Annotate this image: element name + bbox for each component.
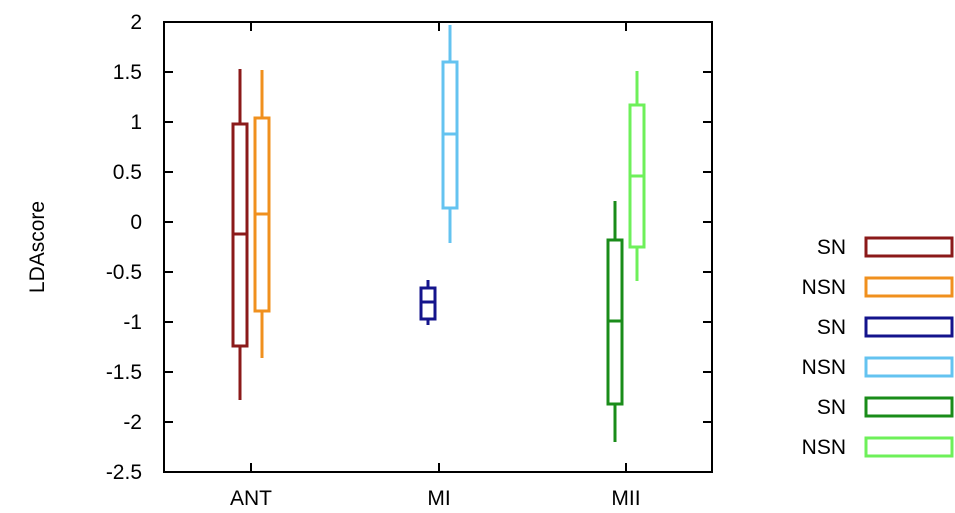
y-tick-label: -1 (123, 311, 142, 334)
legend-swatch (864, 436, 954, 458)
y-tick-label: 0.5 (113, 161, 142, 184)
legend-label: SN (817, 396, 846, 419)
legend-label: NSN (802, 356, 846, 379)
box-mi-nsn (441, 25, 459, 243)
box-mii-nsn (628, 71, 646, 281)
box-ant-nsn (253, 70, 271, 358)
x-tick-label: MI (427, 487, 450, 510)
y-tick-label: 1.5 (113, 61, 142, 84)
box-mii-sn (606, 201, 624, 442)
legend-swatch (864, 316, 954, 338)
legend-label: SN (817, 236, 846, 259)
y-tick-label: -2 (123, 411, 142, 434)
y-tick-label: -0.5 (106, 261, 142, 284)
y-tick-label: 2 (130, 11, 142, 34)
legend-label: NSN (802, 276, 846, 299)
x-tick-label: ANT (230, 487, 272, 510)
x-tick-label: MII (611, 487, 640, 510)
legend: SN NSN SN NSN SN NSN (802, 236, 954, 459)
box-series (231, 25, 646, 442)
y-tick-label: 1 (130, 111, 142, 134)
y-axis: -2.5 -2 -1.5 -1 -0.5 0 0.5 1 1.5 2 (106, 11, 712, 484)
y-tick-label: -2.5 (106, 461, 142, 484)
legend-label: NSN (802, 436, 846, 459)
box-mi-sn (419, 280, 437, 325)
y-axis-label: LDAscore (26, 201, 49, 293)
y-tick-label: 0 (130, 211, 142, 234)
legend-swatch (864, 276, 954, 298)
legend-label: SN (817, 316, 846, 339)
legend-swatch (864, 236, 954, 258)
legend-swatch (864, 356, 954, 378)
legend-swatch (864, 396, 954, 418)
box-ant-sn (231, 69, 249, 400)
x-axis: ANT MI MII (230, 22, 641, 510)
y-tick-label: -1.5 (106, 361, 142, 384)
